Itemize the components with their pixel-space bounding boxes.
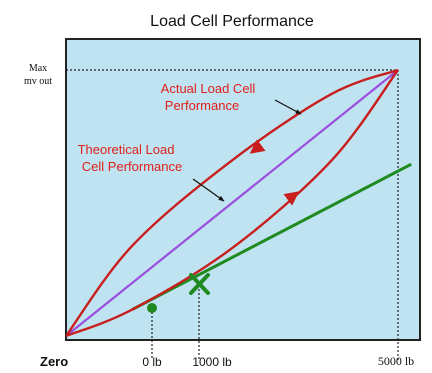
actual-label-line-1: Actual Load Cell: [161, 81, 256, 96]
chart-title: Load Cell Performance: [150, 13, 314, 30]
theoretical-line: [66, 69, 399, 337]
y-max-label: Max: [29, 63, 47, 74]
actual-upper-curve: [66, 68, 399, 337]
loading-arrow: [283, 191, 300, 206]
theoretical-label-pointer: [192, 178, 225, 202]
zero-load-dot: [147, 303, 157, 313]
x-tick-1000: 1000 lb: [192, 355, 232, 369]
unloading-arrow: [249, 139, 266, 154]
theoretical-label-line-2: Cell Performance: [82, 159, 182, 174]
x-tick-0: 0 lb: [142, 355, 162, 369]
intersection-x-marker: [189, 273, 210, 295]
y-axis-label: Max mv out: [24, 63, 52, 87]
actual-lower-curve: [66, 69, 399, 338]
theoretical-label-line-1: Theoretical Load: [78, 142, 175, 157]
actual-label: Actual Load Cell Performance: [161, 81, 256, 113]
x-zero-label: Zero: [40, 354, 68, 369]
theoretical-label: Theoretical Load Cell Performance: [78, 142, 183, 174]
y-mvout-label: mv out: [24, 76, 52, 87]
actual-label-pointer: [274, 99, 302, 115]
x-tick-5000: 5000 lb: [378, 354, 414, 368]
guide-lines: [66, 69, 399, 360]
actual-label-line-2: Performance: [165, 98, 239, 113]
tangent-line: [131, 162, 412, 311]
